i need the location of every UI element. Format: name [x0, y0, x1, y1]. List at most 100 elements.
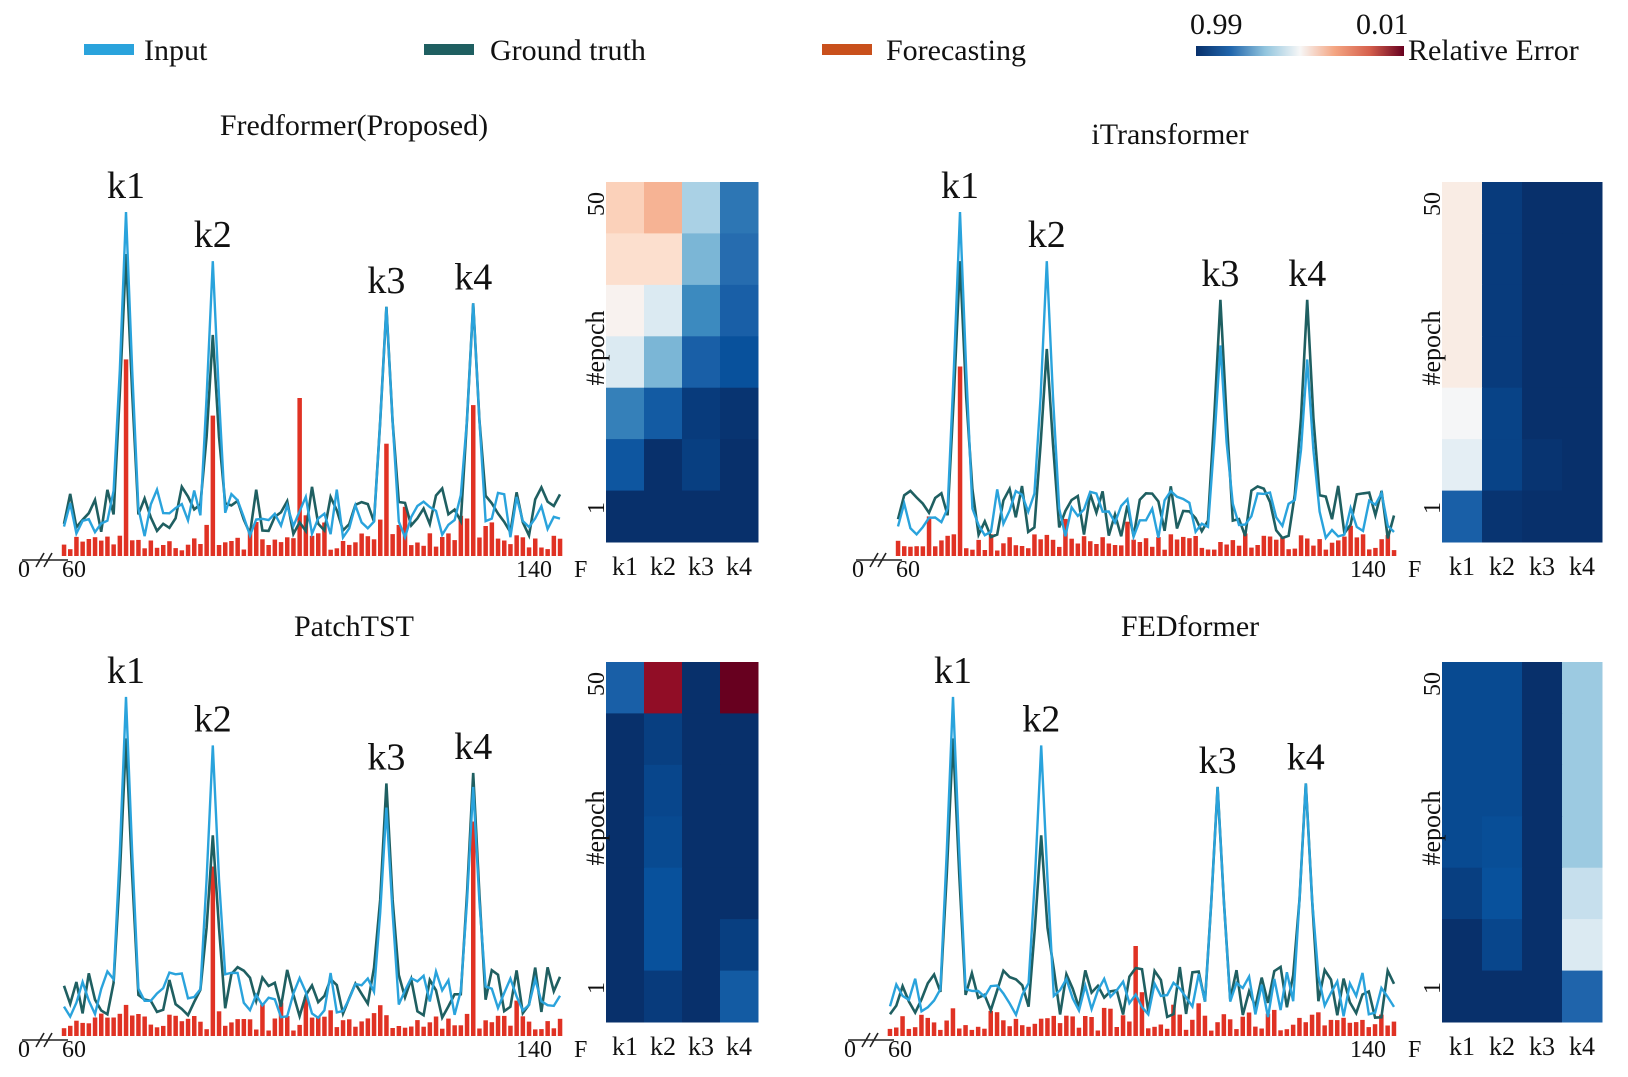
- heatmap-x-label: k2: [1489, 1032, 1515, 1061]
- forecast-bar: [1001, 1020, 1006, 1036]
- forecast-bar: [894, 1027, 899, 1036]
- forecast-bar: [1328, 1019, 1334, 1036]
- forecast-bar: [452, 540, 457, 556]
- forecast-bar: [452, 1025, 457, 1036]
- heatmap-cell: [1522, 284, 1563, 337]
- heatmap: k1 k2 k3 k4 50 1 #epoch: [581, 182, 759, 581]
- heatmap-x-label: k1: [612, 1032, 638, 1061]
- axis-break-mark: [35, 552, 45, 568]
- forecast-bar: [285, 1016, 290, 1036]
- peak-label-k1: k1: [934, 650, 972, 692]
- heatmap-cell: [606, 182, 645, 234]
- forecast-bar: [86, 539, 92, 556]
- forecast-bar: [1152, 1026, 1157, 1036]
- heatmap-x-label: k4: [726, 1032, 752, 1061]
- forecast-bar: [471, 821, 476, 1036]
- forecast-bar: [1297, 1017, 1302, 1036]
- forecast-bar: [322, 522, 327, 556]
- forecast-bar: [887, 1028, 893, 1036]
- forecast-bar: [908, 546, 913, 556]
- forecast-bar: [1205, 549, 1211, 556]
- peak-label-k2: k2: [1028, 214, 1066, 256]
- legend: Input Ground truth Forecasting 0.99 0.01…: [84, 8, 1579, 67]
- forecast-bar: [328, 549, 333, 556]
- forecast-bar: [266, 1030, 271, 1036]
- forecast-bar: [1064, 1015, 1069, 1036]
- heatmap-y-tick: 1: [584, 982, 610, 994]
- forecast-bar: [396, 1026, 402, 1036]
- heatmap-cell: [1522, 387, 1563, 440]
- forecast-bar: [117, 535, 123, 556]
- forecast-bar: [1261, 535, 1267, 556]
- forecast-bar: [371, 1013, 377, 1036]
- x-tick-label: 60: [62, 557, 86, 583]
- forecast-bar: [384, 1015, 389, 1036]
- forecast-bar: [1303, 1022, 1308, 1036]
- forecast-bar: [105, 536, 110, 556]
- forecast-bar: [254, 1029, 259, 1036]
- forecast-bar: [142, 1016, 147, 1036]
- forecast-bar: [963, 1025, 968, 1036]
- forecast-bar: [1284, 1029, 1290, 1036]
- forecast-bar: [61, 1028, 67, 1036]
- forecast-bar: [1183, 1029, 1189, 1036]
- heatmap-cell: [644, 182, 683, 234]
- forecast-bar: [421, 1026, 426, 1036]
- x-tick-label: 140: [1350, 1037, 1386, 1063]
- forecast-bar: [440, 537, 445, 556]
- forecast-bar: [964, 548, 969, 556]
- forecast-bar: [526, 547, 532, 556]
- forecast-bar: [1278, 1030, 1283, 1036]
- heatmap-y-tick: 50: [1420, 192, 1446, 216]
- forecast-bar: [192, 538, 197, 556]
- forecast-bar: [1001, 543, 1006, 556]
- peak-label-k4: k4: [454, 726, 492, 768]
- heatmap-cell: [1562, 764, 1603, 817]
- heatmap-cell: [606, 490, 645, 543]
- forecast-bar: [1026, 548, 1031, 556]
- forecast-bar: [322, 1016, 327, 1036]
- forecast-bar: [994, 1012, 1000, 1036]
- forecast-bar: [1125, 521, 1130, 556]
- peak-label-k3: k3: [367, 260, 405, 302]
- heatmap: k1 k2 k3 k4 50 1 #epoch: [1417, 182, 1603, 581]
- input-line: [62, 696, 562, 1020]
- heatmap-cell: [1442, 713, 1483, 766]
- heatmap-cell: [644, 233, 683, 286]
- axis-break-mark: [861, 1032, 871, 1048]
- forecast-bar: [1038, 539, 1043, 556]
- forecast-bar: [1234, 1029, 1239, 1036]
- forecast-bar: [912, 1027, 918, 1036]
- forecast-bar: [235, 537, 240, 556]
- forecast-bar: [365, 536, 371, 556]
- heatmap-cell: [1522, 919, 1563, 971]
- forecast-bar: [526, 1021, 532, 1036]
- forecast-bar: [1146, 1028, 1151, 1036]
- forecast-bar: [1156, 537, 1161, 556]
- axis-break-mark: [877, 552, 887, 568]
- heatmap-cell: [1482, 387, 1523, 440]
- forecast-bar: [278, 1002, 284, 1036]
- forecast-bar: [347, 1019, 352, 1036]
- forecast-bar: [1243, 533, 1248, 556]
- forecast-bar: [1286, 549, 1291, 556]
- forecast-bar: [415, 542, 420, 556]
- heatmap-cell: [682, 764, 721, 817]
- heatmap-cell: [1442, 387, 1483, 440]
- axis-break-mark: [869, 552, 879, 568]
- heatmap-cell: [682, 182, 721, 234]
- heatmap-cell: [606, 816, 645, 869]
- forecast-bar: [1164, 1028, 1170, 1036]
- forecast-bar: [951, 534, 957, 556]
- heatmap-cell: [644, 764, 683, 817]
- forecast-bar: [421, 545, 426, 556]
- forecast-bar: [1171, 1004, 1176, 1036]
- forecast-bar: [1127, 1021, 1132, 1036]
- forecast-bar: [68, 549, 73, 556]
- forecast-bar: [1013, 545, 1019, 556]
- forecast-bar: [235, 1019, 240, 1036]
- colorbar-gradient: [1196, 46, 1404, 56]
- forecast-bar: [409, 545, 414, 556]
- heatmap-cell: [1562, 970, 1603, 1023]
- input-line: [896, 211, 1395, 542]
